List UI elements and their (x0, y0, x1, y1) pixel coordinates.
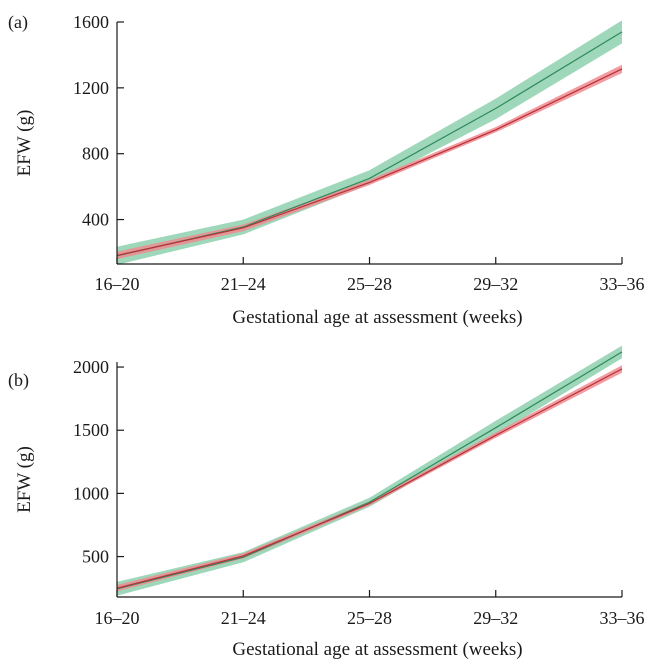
x-axis-label: Gestational age at assessment (weeks) (232, 307, 522, 328)
x-tick-label: 29–32 (473, 608, 518, 628)
chart-panel-b: 500 1000 1500 2000 16–20 21–24 25–28 29–32 33–36… (8, 345, 645, 660)
y-tick-label: 1500 (73, 420, 109, 440)
y-axis-label: EFW (g) (14, 446, 35, 513)
y-axis-label: EFW (g) (14, 110, 35, 177)
x-tick-label: 16–20 (95, 608, 140, 628)
confidence-band-green (117, 345, 622, 596)
panel-label: (b) (8, 370, 29, 391)
confidence-band-red (117, 64, 622, 260)
y-tick-label: 500 (82, 547, 109, 567)
x-tick-label: 29–32 (473, 274, 518, 294)
series-line-red (116, 68, 623, 256)
x-tick-label: 25–28 (347, 274, 392, 294)
chart-panel-a: 400 800 1200 1600 16–20 21–24 25–28 29–32 33–36 G… (8, 12, 645, 328)
x-tick-label: 33–36 (600, 274, 645, 294)
x-tick-label: 16–20 (95, 274, 140, 294)
y-tick-label: 800 (82, 144, 109, 164)
panel-label: (a) (8, 12, 28, 33)
y-tick-label: 1200 (73, 78, 109, 98)
x-tick-label: 33–36 (600, 608, 645, 628)
y-tick-label: 400 (82, 210, 109, 230)
x-tick-label: 25–28 (347, 608, 392, 628)
x-tick-label: 21–24 (221, 274, 266, 294)
x-tick-label: 21–24 (221, 608, 266, 628)
y-tick-label: 2000 (73, 357, 109, 377)
x-axis-label: Gestational age at assessment (weeks) (232, 639, 522, 660)
y-tick-label: 1000 (73, 483, 109, 503)
y-tick-label: 1600 (73, 12, 109, 32)
series-line-green (116, 351, 623, 590)
series-line-green (116, 31, 623, 257)
confidence-band-green (117, 20, 622, 265)
